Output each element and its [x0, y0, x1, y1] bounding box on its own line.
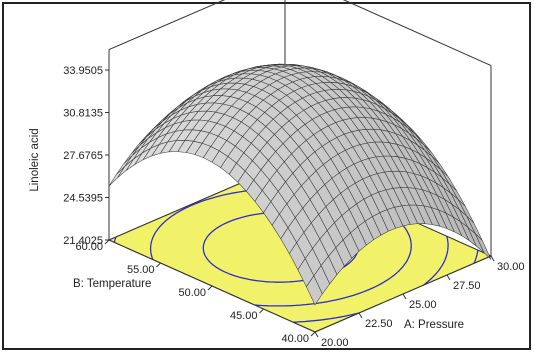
y-axis-label: B: Temperature [73, 278, 151, 290]
x-tick-label: 25.00 [409, 299, 437, 311]
x-tick-label: 22.50 [365, 318, 393, 330]
y-tick-mark [104, 239, 110, 245]
y-tick-mark [310, 331, 316, 337]
y-tick-label: 45.00 [230, 310, 258, 322]
y-tick-mark [156, 262, 161, 268]
x-tick-mark [490, 255, 495, 262]
x-tick-mark [446, 274, 451, 281]
z-tick-label: 30.8135 [63, 108, 103, 120]
z-axis-label: Linoleic acid [29, 128, 41, 191]
response-surface [108, 63, 492, 306]
z-tick-label: 21.4025 [63, 235, 103, 247]
y-tick-label: 55.00 [127, 264, 155, 276]
x-tick-label: 27.50 [453, 280, 481, 292]
y-tick-mark [259, 308, 264, 314]
x-tick-mark [314, 331, 319, 338]
surface-cell [306, 275, 323, 306]
surface-cell [108, 166, 126, 187]
box-top-right [342, 0, 492, 67]
axis-ticks: 21.4025 24.5395 27.6765 30.8135 33.9505 20.00… [63, 65, 524, 349]
z-tick-label: 27.6765 [63, 150, 103, 162]
y-tick-label: 60.00 [75, 241, 103, 253]
chart-border [2, 2, 531, 350]
x-tick-label: 20.00 [321, 337, 349, 349]
y-tick-mark [207, 285, 213, 291]
x-tick-mark [402, 293, 407, 300]
box-top-left [108, 0, 226, 51]
z-tick-label: 24.5395 [63, 193, 103, 205]
x-tick-mark [358, 312, 363, 319]
contour-line-1 [473, 250, 479, 264]
x-axis-label: A: Pressure [404, 319, 464, 331]
z-tick-label: 33.9505 [63, 65, 103, 77]
y-tick-label: 50.00 [178, 287, 206, 299]
y-tick-label: 40.00 [281, 333, 309, 345]
x-tick-label: 30.00 [497, 261, 525, 273]
